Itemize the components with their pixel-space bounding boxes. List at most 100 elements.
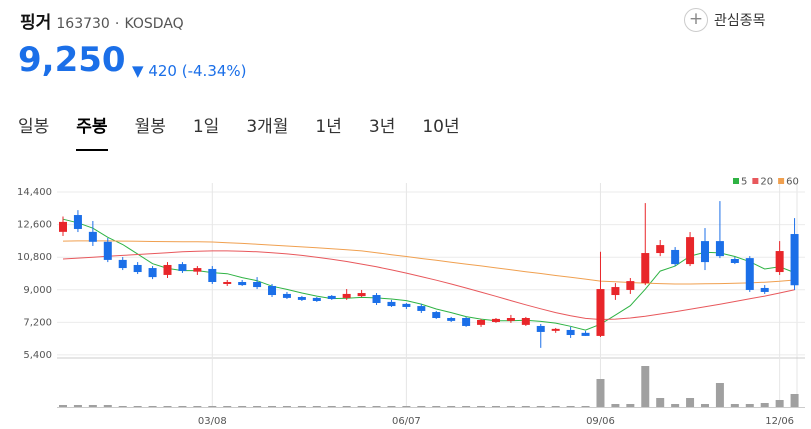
volume-bar [611,404,620,407]
candle-body [148,268,157,278]
volume-bar [730,404,739,407]
legend-label: 60 [786,177,799,188]
ma-line [62,218,795,331]
candle-body [671,249,680,265]
volume-bar [596,379,605,407]
tab[interactable]: 1년 [315,117,342,137]
tabs: 일봉 주봉 월봉 1일 3개월 1년 3년 10년 [18,112,487,151]
volume-bar [790,394,799,407]
volume-bar [641,366,650,407]
candle-body [402,303,411,307]
change-pct: (-4.34%) [181,62,247,80]
candle-body [760,287,769,292]
tab[interactable]: 3개월 [246,117,289,137]
stock-header: 핑거 163730 · KOSDAQ [20,8,184,33]
y-tick-label: 7,200 [23,317,52,328]
x-tick-label: 09/06 [586,416,615,427]
candle-body [447,318,456,321]
volume-bar [581,406,590,407]
volume-bar [133,406,142,407]
candle-body [268,285,277,296]
volume-bar [402,406,411,407]
tab[interactable]: 1일 [192,117,220,137]
volume-bar [775,400,784,407]
candle-body [790,234,799,286]
volume-bar [387,406,396,407]
candle-body [491,318,500,322]
volume-bar [506,406,515,407]
volume-bar [491,406,500,407]
ma-line [62,250,795,321]
x-tick-label: 03/08 [198,416,227,427]
legend-label: 5 [741,177,747,188]
watch-button[interactable]: + 관심종목 [684,8,766,32]
volume-bar [626,404,635,407]
candle-body [432,312,441,319]
candle-body [477,319,486,325]
stock-name: 핑거 [20,13,52,33]
candle-body [312,297,321,301]
volume-bar [163,406,172,407]
volume-bar [686,398,695,407]
candle-body [238,281,247,286]
candle-body [103,241,112,260]
market: KOSDAQ [124,16,184,32]
y-tick-label: 9,000 [23,285,52,296]
candle-body [342,293,351,298]
volume-bar [73,405,82,407]
candle-body [566,329,575,336]
volume-bar [223,406,232,407]
price: 9,250 [18,40,126,80]
tab[interactable]: 월봉 [134,117,166,137]
tab[interactable]: 3년 [368,117,396,137]
x-tick-label: 12/06 [765,416,794,427]
candle-body [387,301,396,307]
volume-bar [193,406,202,407]
volume-bar [312,406,321,407]
legend-label: 20 [760,177,773,188]
ma-line [62,240,795,285]
candle-body [357,293,366,297]
candle-body [626,281,635,290]
candle-body [715,241,724,257]
candle-body [118,259,127,269]
candle-body [551,328,560,331]
candle-body [133,264,142,273]
volume-bar [760,403,769,407]
candle-body [656,245,665,254]
x-tick-label: 06/07 [392,416,421,427]
separator: · [114,16,120,32]
volume-bar [700,404,709,407]
candle-body [596,289,605,336]
volume-bar [178,406,187,407]
y-tick-label: 14,400 [17,187,52,198]
volume-bar [118,406,127,407]
plus-icon: + [684,8,708,32]
change-value: 420 [148,62,177,80]
volume-bar [551,406,560,407]
candle-body [686,237,695,265]
volume-bar [521,406,530,407]
y-tick-label: 10,800 [17,252,52,263]
watch-label: 관심종목 [714,13,766,29]
candle-body [327,295,336,300]
tab[interactable]: 일봉 [18,117,50,137]
volume-bar [417,406,426,407]
volume-bar [268,406,277,407]
volume-bar [447,406,456,407]
candle-body [417,306,426,311]
down-arrow: ▼ [132,62,144,80]
volume-bar [477,406,486,407]
y-tick-label: 5,400 [23,350,52,361]
tab[interactable]: 주봉 [76,112,108,151]
candle-body [178,264,187,271]
volume-bar [148,406,157,407]
candle-body [88,231,97,242]
tab[interactable]: 10년 [422,117,460,137]
volume-bar [745,404,754,407]
candle-body [208,268,217,282]
candle-body [59,221,67,232]
volume-bar [715,383,724,407]
volume-bar [208,406,217,407]
